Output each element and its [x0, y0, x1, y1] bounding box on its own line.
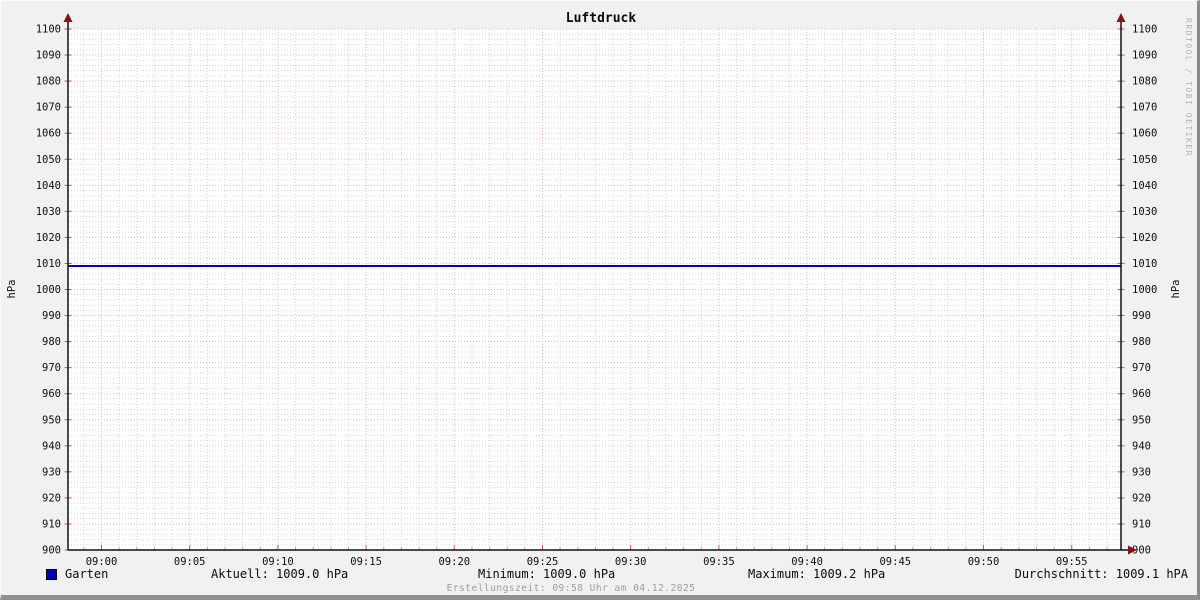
y-axis-tick-label-left: 1080 [36, 76, 61, 88]
y-axis-tick-label-left: 1030 [36, 206, 61, 218]
y-axis-tick-label-left: 1100 [36, 24, 61, 36]
y-axis-tick-label-left: 1040 [36, 180, 61, 192]
plot-canvas [68, 29, 1121, 550]
y-axis-tick-label-right: 940 [1132, 440, 1151, 452]
y-axis-tick-label-right: 960 [1132, 388, 1151, 400]
y-axis-tick-label-right: 1010 [1132, 258, 1157, 270]
legend-series-label: Garten [65, 567, 109, 581]
chart-title: Luftdruck [565, 11, 637, 26]
y-axis-tick-label-left: 980 [42, 336, 61, 348]
y-axis-tick-label-right: 1070 [1132, 102, 1157, 114]
x-axis-tick-label: 09:55 [1056, 556, 1088, 568]
y-axis-tick-label-right: 1040 [1132, 180, 1157, 192]
stat-maximum: Maximum: 1009.2 hPa [748, 567, 886, 581]
y-axis-tick-label-right: 920 [1132, 492, 1151, 504]
y-axis-tick-label-right: 1080 [1132, 76, 1157, 88]
y-axis-tick-label-right: 1100 [1132, 24, 1157, 36]
y-axis-tick-label-right: 970 [1132, 362, 1151, 374]
y-axis-tick-label-right: 1020 [1132, 232, 1157, 244]
y-axis-tick-label-left: 1060 [36, 128, 61, 140]
x-axis-tick-label: 09:30 [615, 556, 647, 568]
series-color-swatch [46, 569, 57, 580]
y-axis-tick-label-right: 1060 [1132, 128, 1157, 140]
y-axis-tick-label-left: 1070 [36, 102, 61, 114]
stat-durchschnitt: Durchschnitt: 1009.1 hPA [1014, 567, 1188, 581]
stat-minimum: Minimum: 1009.0 hPa [478, 567, 616, 581]
y-axis-tick-label-left: 930 [42, 466, 61, 478]
y-axis-tick-label-left: 1050 [36, 154, 61, 166]
x-axis-tick-label: 09:20 [438, 556, 470, 568]
rrdtool-watermark: RRDTOOL / TOBI OETIKER [1184, 18, 1193, 157]
y-axis-tick-label-left: 1020 [36, 232, 61, 244]
x-axis-tick-label: 09:40 [791, 556, 823, 568]
y-axis-tick-label-right: 1030 [1132, 206, 1157, 218]
y-axis-tick-label-left: 990 [42, 310, 61, 322]
y-axis-tick-label-right: 1000 [1132, 284, 1157, 296]
x-axis-tick-label: 09:45 [879, 556, 911, 568]
y-axis-tick-label-right: 980 [1132, 336, 1151, 348]
y-axis-tick-label-left: 1000 [36, 284, 61, 296]
arrow-up-left [63, 13, 73, 22]
y-axis-tick-label-right: 900 [1132, 545, 1151, 557]
y-axis-tick-label-left: 1090 [36, 50, 61, 62]
y-axis-tick-label-right: 950 [1132, 414, 1151, 426]
y-axis-tick-label-left: 900 [42, 545, 61, 557]
x-axis-tick-label: 09:50 [968, 556, 1000, 568]
y-axis-tick-label-left: 940 [42, 440, 61, 452]
arrow-right-x [1128, 545, 1137, 555]
x-axis-tick-label: 09:00 [86, 556, 118, 568]
y-axis-tick-label-right: 990 [1132, 310, 1151, 322]
y-axis-tick-label-left: 970 [42, 362, 61, 374]
stat-aktuell: Aktuell: 1009.0 hPa [211, 567, 349, 581]
x-axis-tick-label: 09:25 [527, 556, 559, 568]
x-axis-tick-label: 09:15 [350, 556, 382, 568]
x-axis-tick-label: 09:35 [703, 556, 735, 568]
y-axis-tick-label-left: 1010 [36, 258, 61, 270]
y-axis-tick-label-left: 910 [42, 518, 61, 530]
y-axis-tick-label-left: 920 [42, 492, 61, 504]
arrow-up-right [1116, 13, 1126, 22]
y-axis-tick-label-left: 950 [42, 414, 61, 426]
x-axis-tick-label: 09:05 [174, 556, 206, 568]
y-axis-tick-label-right: 910 [1132, 518, 1151, 530]
creation-timestamp: Erstellungszeit: 09:58 Uhr am 04.12.2025 [446, 583, 696, 594]
y-axis-tick-label-left: 960 [42, 388, 61, 400]
y-axis-tick-label-right: 1050 [1132, 154, 1157, 166]
y-axis-tick-label-right: 1090 [1132, 50, 1157, 62]
legend-row: Garten Aktuell: 1009.0 hPa Minimum: 1009… [1, 567, 1197, 583]
y-axis-tick-label-right: 930 [1132, 466, 1151, 478]
x-axis-tick-label: 09:10 [262, 556, 294, 568]
